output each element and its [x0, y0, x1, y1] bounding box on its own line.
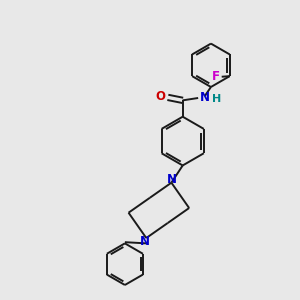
Text: N: N — [200, 91, 210, 103]
Text: F: F — [212, 70, 220, 83]
Text: N: N — [140, 236, 150, 248]
Text: N: N — [167, 172, 177, 186]
Text: H: H — [212, 94, 222, 104]
Text: O: O — [155, 90, 166, 103]
